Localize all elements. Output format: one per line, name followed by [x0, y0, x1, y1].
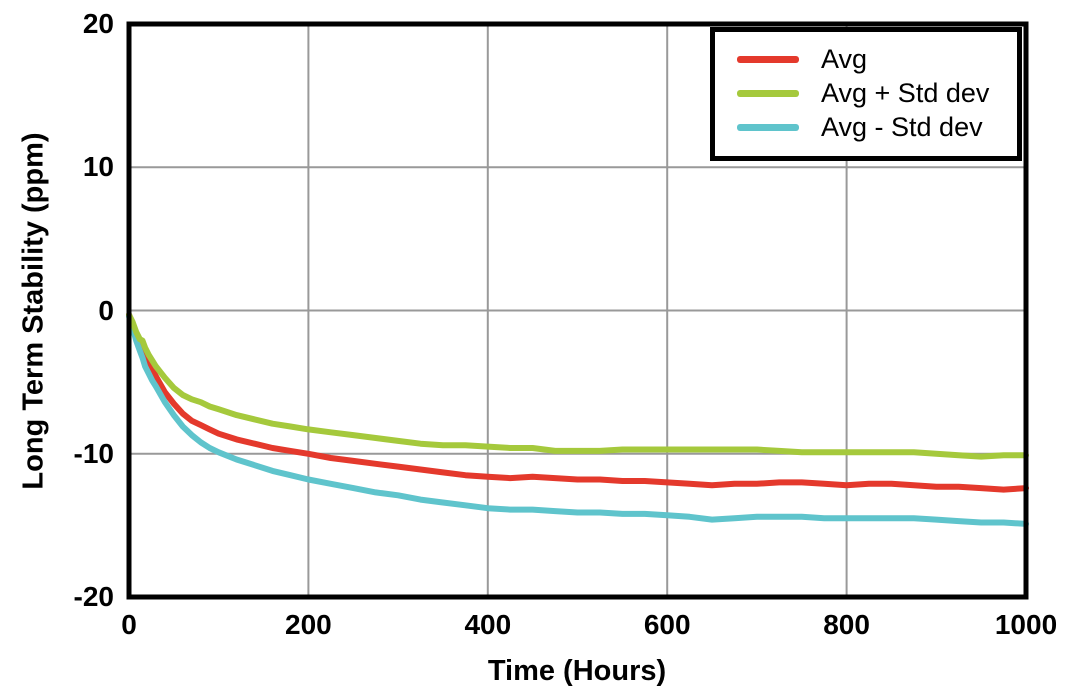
legend-label: Avg + Std dev: [821, 77, 990, 108]
legend-item: Avg - Std dev: [737, 110, 1017, 144]
series-line-avg: [126, 311, 1029, 493]
x-tick-label: 200: [285, 609, 332, 640]
x-tick-label: 400: [464, 609, 512, 640]
legend-swatch: [737, 89, 799, 97]
y-tick-label: 0: [98, 294, 114, 326]
x-tick-label: 600: [643, 609, 691, 640]
series-line-avg-std-dev: [126, 311, 1029, 460]
x-tick-label: 800: [823, 609, 870, 640]
x-tick-label: 0: [121, 609, 137, 640]
y-tick-label: 20: [82, 8, 114, 39]
legend-swatch: [737, 123, 799, 131]
x-axis-title: Time (Hours): [487, 655, 667, 687]
legend-item: Avg + Std dev: [737, 76, 1017, 110]
y-tick-label: 10: [82, 151, 114, 183]
plot-border: [126, 21, 1029, 600]
legend-item: Avg: [737, 42, 1017, 76]
x-tick-label: 1000: [994, 609, 1058, 640]
legend: Avg Avg + Std dev Avg - Std dev: [710, 27, 1022, 161]
legend-swatch: [737, 55, 799, 63]
y-tick-label: -20: [73, 581, 114, 612]
legend-label: Avg - Std dev: [821, 111, 983, 142]
legend-label: Avg: [821, 43, 868, 74]
series-line-avg-std-dev: [126, 313, 1029, 527]
y-tick-label: -10: [73, 437, 114, 469]
